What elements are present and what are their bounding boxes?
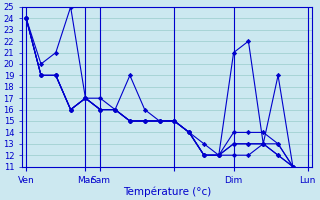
X-axis label: Température (°c): Température (°c) — [123, 186, 211, 197]
